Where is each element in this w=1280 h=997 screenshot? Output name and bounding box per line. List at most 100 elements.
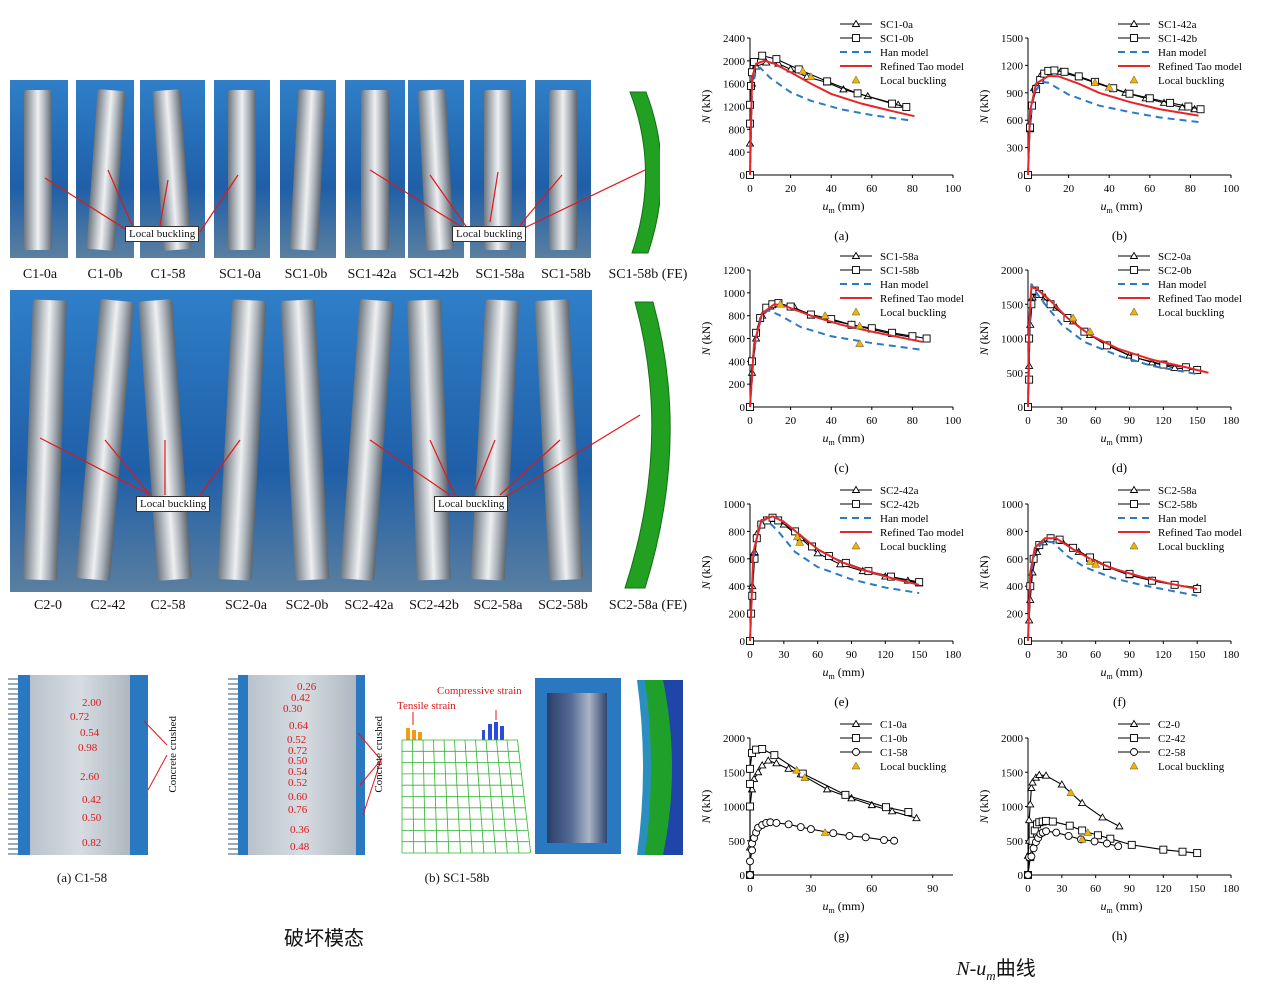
crack-width: 2.60 — [80, 771, 100, 783]
legend-marker — [851, 541, 861, 550]
y-tick-label: 2000 — [723, 56, 746, 68]
y-axis-unit: (kN) — [978, 90, 991, 116]
legend-label: Refined Tao model — [880, 293, 964, 305]
data-point — [770, 751, 779, 760]
y-axis-label: N (kN) — [978, 90, 991, 125]
legend-label: Refined Tao model — [880, 61, 964, 73]
y-tick-label: 0 — [1018, 170, 1024, 182]
x-tick-label: 180 — [1223, 883, 1240, 895]
y-tick-label: 1000 — [723, 288, 746, 300]
data-point — [798, 66, 808, 75]
y-tick-label: 200 — [1007, 609, 1024, 621]
series-han-model — [1027, 283, 1198, 408]
data-point — [1178, 847, 1187, 856]
x-axis-symbol: u — [823, 199, 829, 213]
curves-title: N-um曲线 — [956, 952, 1035, 984]
x-tick-label: 30 — [778, 649, 790, 661]
legend-label: Local buckling — [880, 75, 947, 87]
y-tick-label: 0 — [740, 170, 746, 182]
specimen-label: C2-42 — [90, 598, 126, 613]
legend-label: Local buckling — [1158, 761, 1225, 773]
x-tick-label: 0 — [747, 649, 753, 661]
y-axis-label: N (kN) — [978, 322, 991, 357]
legend-label: SC2-0b — [1158, 265, 1192, 277]
legend-entry: Local buckling — [851, 75, 947, 87]
specimen-label: SC2-42a — [344, 598, 394, 613]
series-han-model — [1027, 80, 1199, 176]
x-tick-label: 180 — [1223, 649, 1240, 661]
x-tick-label: 180 — [945, 649, 962, 661]
series-line — [1027, 537, 1198, 642]
legend-entry: Local buckling — [1129, 307, 1225, 319]
series-line — [1027, 537, 1198, 642]
y-axis-symbol: N — [978, 114, 991, 124]
x-axis-subscript: m — [829, 206, 836, 215]
data-point — [1159, 845, 1168, 854]
data-point — [1127, 840, 1136, 849]
y-tick-label: 500 — [1007, 836, 1024, 848]
data-point — [1025, 800, 1035, 808]
legend-marker — [851, 19, 861, 27]
y-axis-symbol: N — [700, 814, 713, 824]
y-tick-label: 200 — [729, 609, 746, 621]
y-axis-unit: (kN) — [978, 322, 991, 348]
x-tick-label: 120 — [1155, 649, 1172, 661]
data-point — [888, 99, 897, 108]
y-axis-label: N (kN) — [700, 556, 713, 591]
y-tick-label: 800 — [729, 311, 746, 323]
legend-label: SC1-42b — [1158, 33, 1198, 45]
x-axis-symbol: u — [823, 431, 829, 445]
specimen-label: SC1-58a — [475, 267, 525, 282]
local-buckling-label: Local buckling — [452, 226, 527, 242]
x-tick-label: 60 — [866, 415, 878, 427]
y-tick-label: 1500 — [1001, 767, 1024, 779]
crush-arrows — [357, 732, 382, 816]
detail-a-caption: (a) C1-58 — [56, 870, 108, 885]
legend-label: Local buckling — [1158, 307, 1225, 319]
tensile-strain-label: Tensile strain — [397, 700, 456, 712]
specimen-label: SC2-58a (FE) — [608, 598, 688, 613]
legend-marker — [852, 500, 860, 508]
specimen-label: SC1-42a — [347, 267, 397, 282]
legend-marker — [851, 307, 861, 316]
legend-entry: SC1-42b — [1118, 33, 1198, 45]
x-axis-unit: (mm) — [835, 665, 865, 679]
series-refined-tao-model — [1027, 74, 1199, 176]
data-point — [882, 803, 890, 812]
x-tick-label: 30 — [1056, 415, 1068, 427]
x-axis-subscript: m — [829, 672, 836, 681]
series-c2-0 — [1023, 770, 1124, 878]
specimen-label: C1-0a — [22, 267, 58, 282]
legend-entry: SC2-42a — [840, 485, 919, 497]
x-axis-unit: (mm) — [1113, 199, 1143, 213]
x-axis-subscript: m — [1107, 438, 1114, 447]
x-axis-subscript: m — [1107, 672, 1114, 681]
legend-label: Local buckling — [1158, 541, 1225, 553]
data-point — [853, 89, 862, 98]
data-point — [880, 836, 888, 845]
x-axis-label: um (mm) — [1101, 199, 1143, 215]
y-tick-label: 1500 — [723, 767, 746, 779]
series-c1-0a — [745, 756, 921, 878]
legend-entry: Refined Tao model — [1118, 293, 1242, 305]
legend-label: SC1-42a — [1158, 19, 1197, 31]
data-point — [796, 823, 805, 832]
series-local-buckling — [776, 299, 865, 347]
specimen-label: SC2-0b — [285, 598, 329, 613]
data-point — [1042, 827, 1050, 836]
series-c1-0b — [746, 745, 913, 879]
legend-label: SC2-58a — [1158, 485, 1197, 497]
y-tick-label: 2400 — [723, 33, 746, 45]
x-tick-label: 40 — [826, 415, 838, 427]
legend-label: Han model — [880, 47, 929, 59]
data-point — [1052, 828, 1061, 837]
legend-entry: SC2-42b — [840, 499, 920, 511]
chart-caption: (h) — [1112, 928, 1127, 943]
series-refined-tao-model — [1027, 285, 1209, 408]
chart-c: 0 200 400 600 800 1000 1200 0 20 40 60 80 100 N (kN) u… — [700, 251, 964, 475]
data-point — [1041, 771, 1051, 779]
specimen-label: SC1-58b (FE) — [608, 267, 688, 282]
x-tick-label: 150 — [911, 649, 928, 661]
series-local-buckling — [1090, 78, 1114, 91]
legend-label: Refined Tao model — [880, 527, 964, 539]
